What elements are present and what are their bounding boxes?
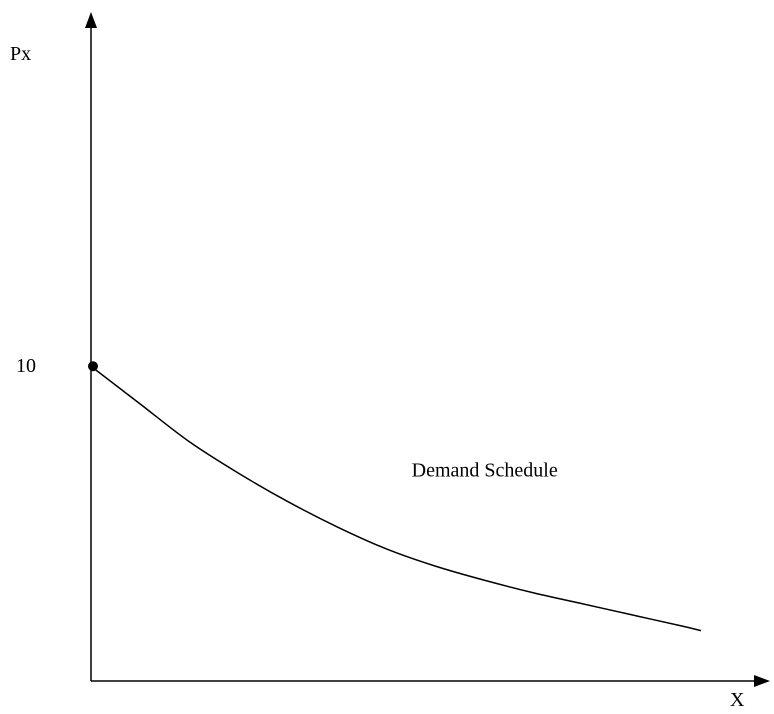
y-axis-arrowhead xyxy=(85,12,97,28)
y-tick-label-10: 10 xyxy=(16,355,36,377)
demand-schedule-label: Demand Schedule xyxy=(412,459,558,481)
y-axis-label: Px xyxy=(10,43,31,65)
x-axis-arrowhead xyxy=(754,675,770,687)
x-axis-label: X xyxy=(730,689,745,711)
demand-curve xyxy=(90,365,702,632)
axes xyxy=(85,12,770,687)
demand-start-point xyxy=(88,361,98,372)
